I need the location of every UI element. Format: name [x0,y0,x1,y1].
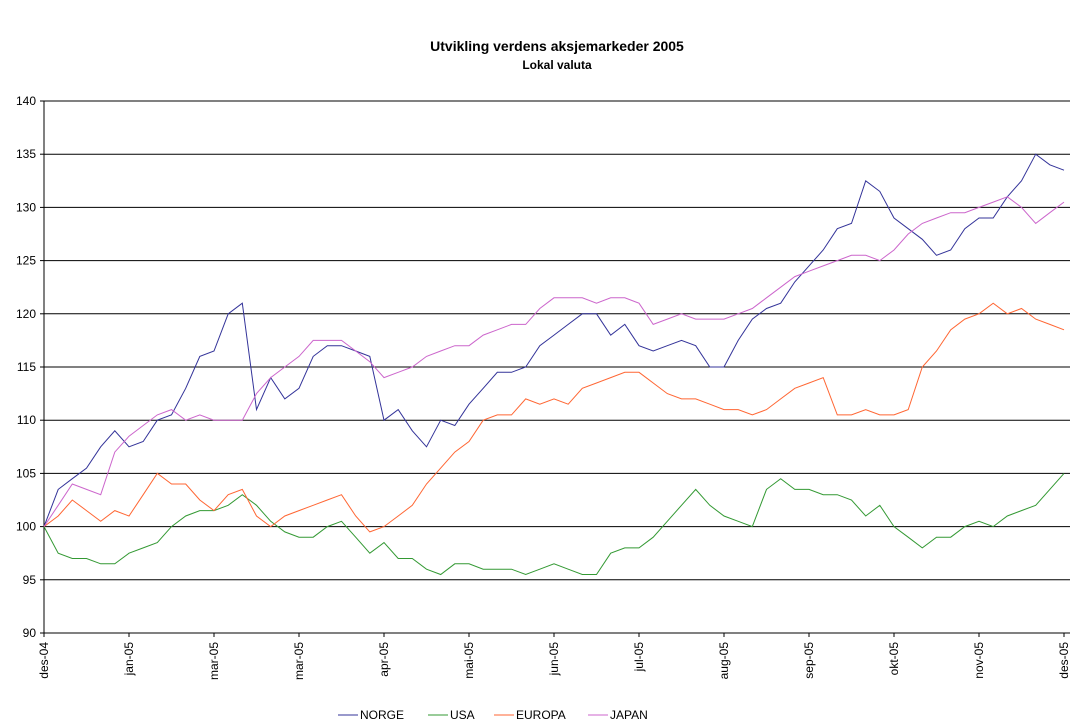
series-line [43,302,1065,533]
x-tick-label: nov-05 [972,642,986,679]
x-tick-label: mar-05 [207,642,221,680]
y-tick-label: 125 [16,254,36,268]
x-tick-label: apr-05 [377,642,391,677]
x-tick-label: aug-05 [717,642,731,680]
x-tick-label: jul-05 [632,642,646,673]
series-line [43,473,1065,576]
y-tick-label: 95 [23,573,37,587]
y-tick-label: 120 [16,307,36,321]
y-tick-label: 140 [16,94,36,108]
y-tick-label: 90 [23,626,37,640]
y-tick-label: 100 [16,520,36,534]
x-tick-label: jan-05 [122,642,136,677]
x-tick-label: mai-05 [462,642,476,679]
x-tick-label: des-05 [1057,642,1070,679]
legend-label: JAPAN [610,708,648,722]
y-tick-label: 135 [16,147,36,161]
y-tick-label: 110 [17,413,36,427]
x-tick-label: okt-05 [887,642,901,676]
y-tick-label: 105 [16,466,36,480]
legend-label: EUROPA [516,708,566,722]
x-tick-label: mar-05 [292,642,306,680]
legend-label: NORGE [360,708,404,722]
chart-subtitle: Lokal valuta [522,58,592,72]
x-tick-label: des-04 [37,642,51,679]
chart-title: Utvikling verdens aksjemarkeder 2005 [430,38,684,54]
series-line [43,153,1065,527]
x-tick-label: sep-05 [802,642,816,679]
series-line [43,196,1065,527]
y-tick-label: 130 [16,200,36,214]
legend-label: USA [450,708,475,722]
y-tick-label: 115 [17,360,36,374]
x-tick-label: jun-05 [547,642,561,677]
